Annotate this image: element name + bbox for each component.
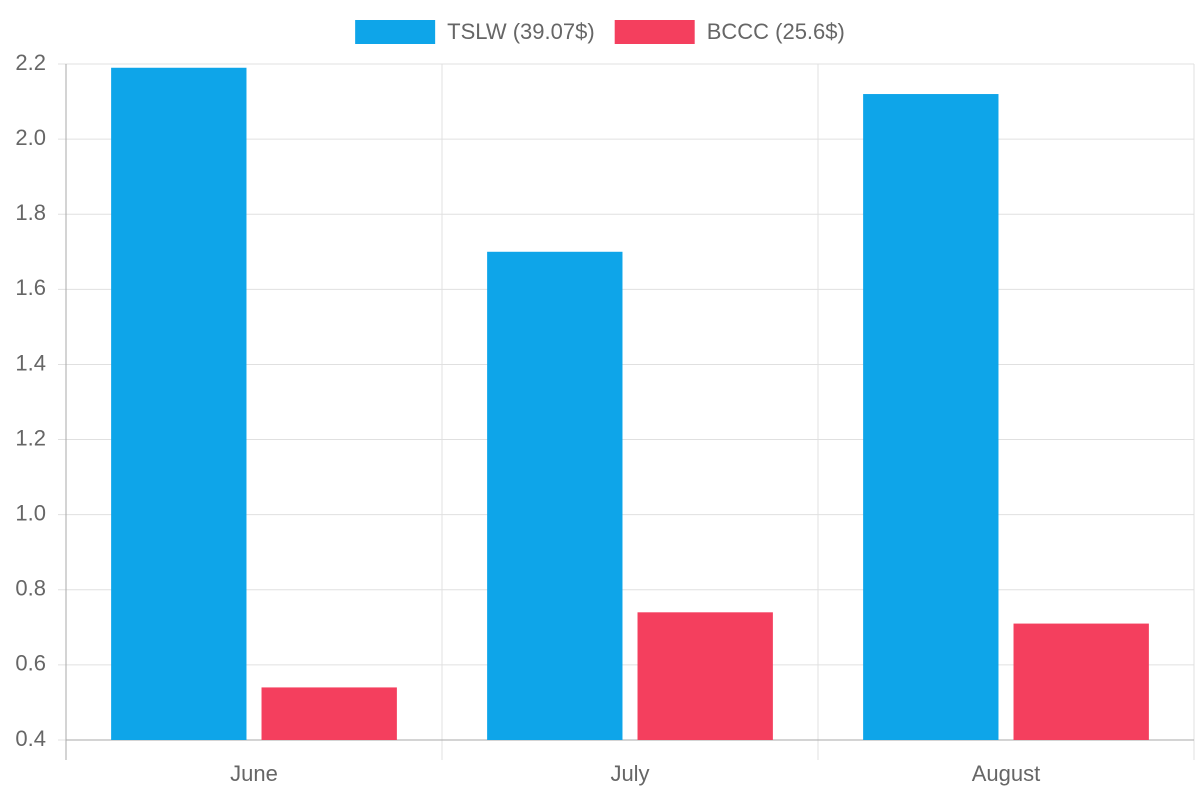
bar <box>1013 623 1149 740</box>
y-tick-label: 0.8 <box>15 576 46 601</box>
legend-label: BCCC (25.6$) <box>707 19 845 44</box>
y-tick-label: 0.4 <box>15 726 46 751</box>
y-tick-label: 2.2 <box>15 50 46 75</box>
bar <box>487 251 623 740</box>
y-tick-label: 0.6 <box>15 651 46 676</box>
legend-swatch <box>355 20 436 44</box>
x-tick-label: July <box>610 761 649 786</box>
legend-label: TSLW (39.07$) <box>447 19 595 44</box>
y-tick-label: 1.8 <box>15 200 46 225</box>
x-tick-label: August <box>972 761 1041 786</box>
bar <box>261 687 397 740</box>
x-tick-label: June <box>230 761 278 786</box>
y-tick-label: 1.2 <box>15 425 46 450</box>
y-tick-label: 1.6 <box>15 275 46 300</box>
bar <box>863 94 999 741</box>
y-tick-label: 2.0 <box>15 125 46 150</box>
y-tick-label: 1.4 <box>15 350 46 375</box>
legend-swatch <box>614 20 695 44</box>
y-tick-label: 1.0 <box>15 500 46 525</box>
bar <box>637 612 773 740</box>
bar <box>111 67 247 740</box>
